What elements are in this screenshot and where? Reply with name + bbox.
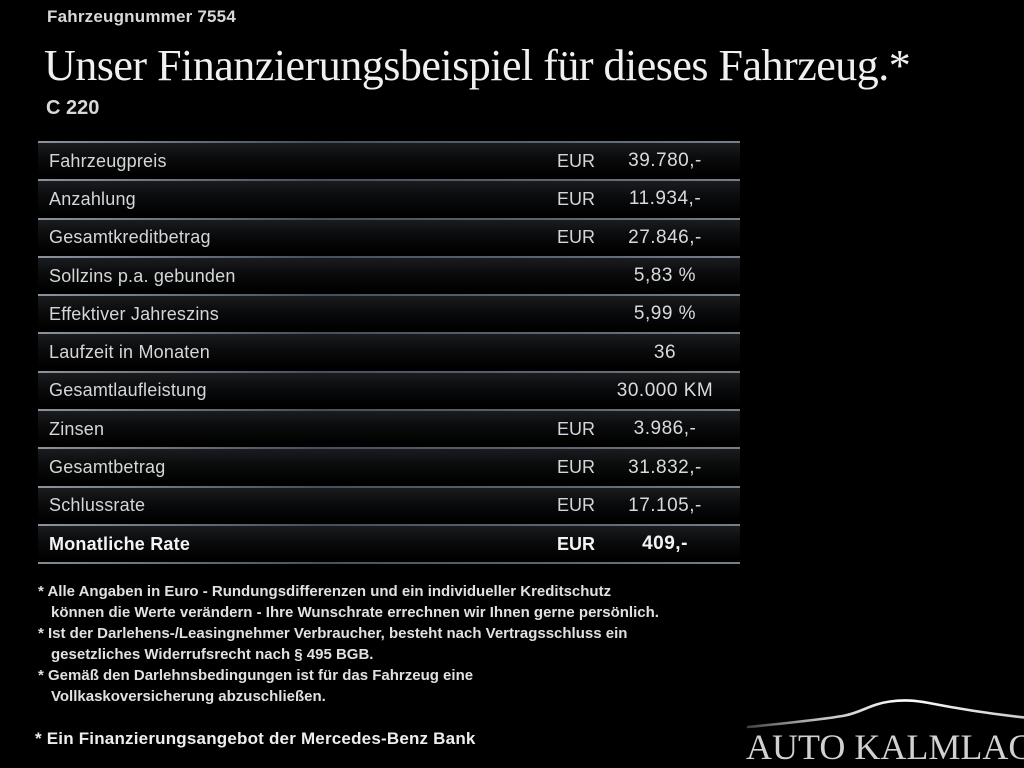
finance-table-row: Anzahlung EUR 11.934,- bbox=[38, 179, 740, 218]
finance-table-row: Gesamtkreditbetrag EUR 27.846,- bbox=[38, 217, 740, 256]
row-label: Laufzeit in Monaten bbox=[49, 342, 210, 363]
row-value: 31.832,- bbox=[628, 456, 702, 478]
footnote-line: * Ist der Darlehens-/Leasingnehmer Verbr… bbox=[38, 625, 628, 642]
finance-table-row: Laufzeit in Monaten 36 bbox=[38, 332, 740, 371]
finance-table-row: Gesamtbetrag EUR 31.832,- bbox=[38, 447, 740, 486]
row-currency: EUR bbox=[557, 495, 596, 516]
dealer-name: AUTO KALMLAGE bbox=[746, 727, 1024, 767]
footnote-line: * Alle Angaben in Euro - Rundungsdiffere… bbox=[38, 583, 612, 600]
row-value: 30.000 KM bbox=[616, 379, 714, 401]
footnote-line: gesetzliches Widerrufsrecht nach § 495 B… bbox=[51, 646, 374, 663]
row-value: 39.780,- bbox=[628, 150, 702, 172]
row-label: Anzahlung bbox=[49, 188, 136, 209]
row-currency: EUR bbox=[557, 457, 596, 478]
finance-table-row: Schlussrate EUR 17.105,- bbox=[38, 485, 740, 524]
vehicle-number: Fahrzeugnummer 7554 bbox=[47, 7, 236, 26]
row-currency: EUR bbox=[557, 188, 596, 209]
row-currency: EUR bbox=[557, 418, 596, 439]
row-label: Monatliche Rate bbox=[49, 533, 191, 554]
dealer-logo: AUTO KALMLAGE bbox=[732, 688, 1024, 768]
row-value: 3.986,- bbox=[633, 418, 697, 440]
finance-table-row: Sollzins p.a. gebunden 5,83 % bbox=[38, 255, 740, 295]
finance-table-row: Zinsen EUR 3.986,- bbox=[38, 409, 740, 448]
row-label: Zinsen bbox=[49, 418, 105, 439]
row-label: Fahrzeugpreis bbox=[49, 150, 167, 171]
row-value: 27.846,- bbox=[628, 226, 702, 248]
row-value: 5,83 % bbox=[633, 265, 697, 287]
finance-table: Fahrzeugpreis EUR 39.780,- Anzahlung EUR… bbox=[38, 141, 740, 565]
footnotes: * Alle Angaben in Euro - Rundungsdiffere… bbox=[38, 581, 750, 707]
row-label: Schlussrate bbox=[49, 495, 146, 516]
car-silhouette-icon bbox=[746, 699, 1024, 729]
page-title: Unser Finanzierungsbeispiel für dieses F… bbox=[44, 41, 911, 90]
finance-table-row: Fahrzeugpreis EUR 39.780,- bbox=[38, 141, 740, 180]
vehicle-model: C 220 bbox=[46, 97, 100, 119]
footnote: * Ist der Darlehens-/Leasingnehmer Verbr… bbox=[38, 623, 750, 665]
footnote: * Gemäß den Darlehnsbedingungen ist für … bbox=[38, 665, 750, 707]
financing-bank-note: * Ein Finanzierungsangebot der Mercedes-… bbox=[35, 729, 476, 748]
row-label: Gesamtlaufleistung bbox=[49, 380, 207, 401]
row-label: Sollzins p.a. gebunden bbox=[49, 265, 236, 286]
row-currency: EUR bbox=[557, 150, 596, 171]
row-value: 17.105,- bbox=[628, 494, 702, 516]
row-value: 409,- bbox=[642, 533, 688, 555]
finance-table-row: Monatliche Rate EUR 409,- bbox=[38, 523, 740, 563]
row-value: 5,99 % bbox=[633, 303, 697, 325]
finance-table-row: Gesamtlaufleistung 30.000 KM bbox=[38, 370, 740, 410]
row-label: Gesamtkreditbetrag bbox=[49, 227, 211, 248]
row-currency: EUR bbox=[557, 533, 596, 554]
row-value: 36 bbox=[653, 341, 677, 363]
footnote-line: können die Werte verändern - Ihre Wunsch… bbox=[51, 604, 659, 621]
finance-table-row: Effektiver Jahreszins 5,99 % bbox=[38, 294, 740, 333]
footnote-line: Vollkaskoversicherung abzuschließen. bbox=[51, 688, 326, 705]
footnote: * Alle Angaben in Euro - Rundungsdiffere… bbox=[38, 581, 750, 623]
footnote-line: * Gemäß den Darlehnsbedingungen ist für … bbox=[38, 667, 474, 684]
row-value: 11.934,- bbox=[628, 188, 702, 210]
row-label: Gesamtbetrag bbox=[49, 457, 166, 478]
row-currency: EUR bbox=[557, 227, 596, 248]
row-label: Effektiver Jahreszins bbox=[49, 303, 219, 324]
